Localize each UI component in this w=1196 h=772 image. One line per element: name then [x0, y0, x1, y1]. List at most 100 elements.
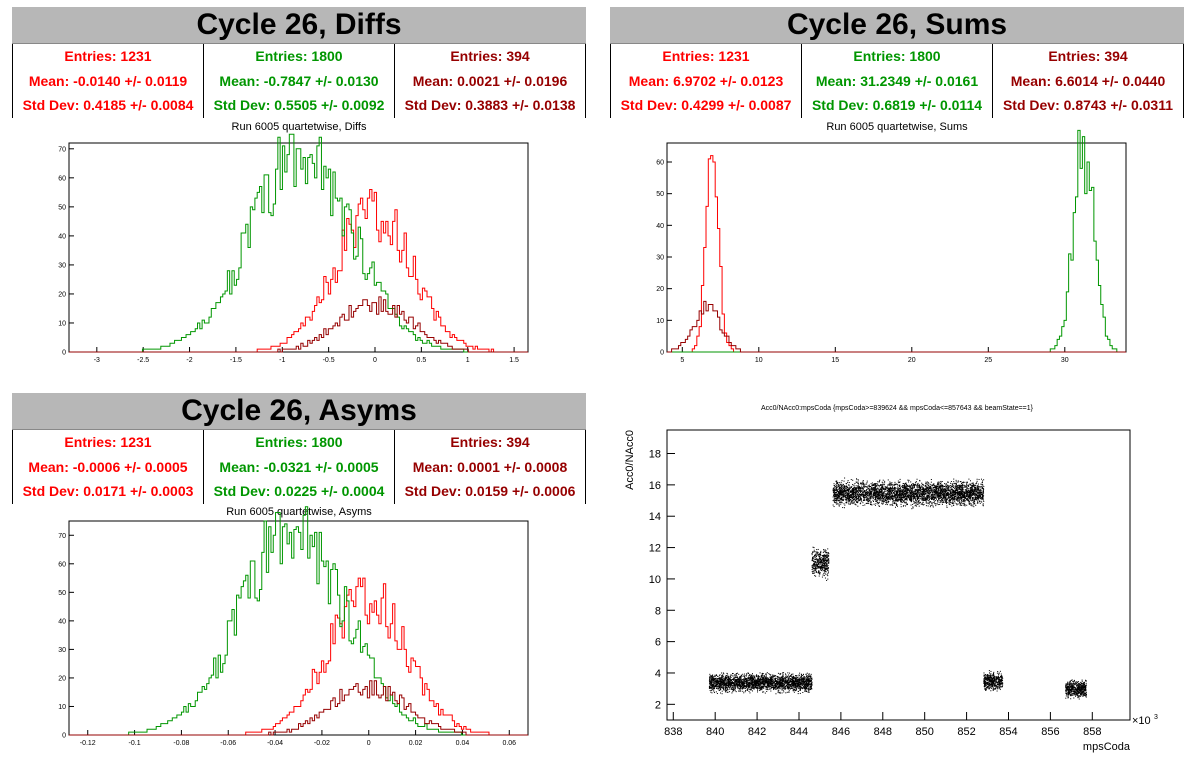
scatter-point: [815, 566, 817, 568]
scatter-point: [892, 484, 894, 486]
scatter-point: [781, 685, 783, 687]
scatter-point: [757, 678, 759, 680]
scatter-point: [711, 682, 713, 684]
scatter-point: [771, 678, 773, 680]
y-tick-label: 6: [655, 637, 661, 649]
scatter-point: [939, 489, 941, 491]
sums-subtitle: Run 6005 quartetwise, Sums: [826, 121, 968, 133]
scatter-point: [765, 681, 767, 683]
scatter-point: [721, 680, 723, 682]
scatter-point: [802, 678, 804, 680]
scatter-point: [752, 678, 754, 680]
scatter-point: [824, 555, 826, 557]
y-axis-label: Acc0/NAcc0: [624, 430, 636, 490]
scatter-point: [798, 682, 800, 684]
scatter-point: [807, 682, 809, 684]
scatter-point: [874, 499, 876, 501]
scatter-point: [889, 498, 891, 500]
plot-frame: [68, 142, 529, 353]
scatter-point: [805, 673, 807, 675]
scatter-point: [757, 681, 759, 683]
scatter-point: [856, 489, 858, 491]
scatter-point: [734, 688, 736, 690]
scatter-point: [816, 554, 818, 556]
scatter-point: [816, 567, 818, 569]
scatter-point: [731, 681, 733, 683]
scatter-point: [771, 676, 773, 678]
scatter-point: [900, 494, 902, 496]
scatter-point: [867, 491, 869, 493]
scatter-point: [811, 688, 813, 690]
scatter-point: [780, 673, 782, 675]
scatter-point: [927, 502, 929, 504]
scatter-point: [799, 692, 801, 694]
scatter-point: [727, 691, 729, 693]
scatter-point: [779, 677, 781, 679]
scatter-point: [796, 685, 798, 687]
scatter-point: [947, 497, 949, 499]
scatter-point: [977, 501, 979, 503]
scatter-point: [825, 568, 827, 570]
scatter-point: [882, 485, 884, 487]
scatter-point: [762, 685, 764, 687]
scatter-point: [804, 689, 806, 691]
scatter-point: [803, 687, 805, 689]
scatter-point: [827, 572, 829, 574]
scatter-point: [718, 681, 720, 683]
scatter-point: [788, 675, 790, 677]
scatter-point: [919, 502, 921, 504]
scatter-point: [815, 569, 817, 571]
scatter-point: [801, 687, 803, 689]
scatter-point: [902, 505, 904, 507]
scatter-point: [777, 678, 779, 680]
scatter-point: [734, 680, 736, 682]
scatter-point: [943, 501, 945, 503]
scatter-point: [807, 685, 809, 687]
scatter-point: [749, 684, 751, 686]
scatter-point: [784, 684, 786, 686]
scatter-point: [810, 684, 812, 686]
scatter-point: [983, 486, 985, 488]
scatter-point: [800, 680, 802, 682]
scatter-point: [964, 504, 966, 506]
scatter-point: [772, 688, 774, 690]
scatter-point: [792, 684, 794, 686]
scatter-point: [729, 688, 731, 690]
scatter-point: [788, 682, 790, 684]
asyms-histogram: -0.12 -0.1 -0.08 -0.06 -0.04 -0.02 0 0.02 0.04 0.…: [58, 506, 529, 747]
sums-stats-series1: Entries: 1800 Mean: 31.2349 +/- 0.0161 S…: [802, 44, 993, 118]
scatter-point: [766, 686, 768, 688]
scatter-point: [892, 488, 894, 490]
x-tick-label: -2.5: [137, 357, 149, 364]
scatter-point: [811, 678, 813, 680]
scatter-point: [734, 680, 736, 682]
scatter-point: [823, 560, 825, 562]
scatter-point: [804, 681, 806, 683]
scatter-point: [752, 681, 754, 683]
scatter-point: [815, 571, 817, 573]
scatter-point: [909, 485, 911, 487]
scatter-point: [968, 495, 970, 497]
scatter-point: [809, 683, 811, 685]
scatter-point: [728, 685, 730, 687]
scatter-point: [841, 497, 843, 499]
scatter-point: [754, 685, 756, 687]
scatter-point: [767, 681, 769, 683]
scatter-point: [792, 681, 794, 683]
scatter-point: [853, 502, 855, 504]
scatter-point: [929, 501, 931, 503]
scatter-point: [723, 689, 725, 691]
scatter-point: [729, 685, 731, 687]
scatter-point: [845, 498, 847, 500]
scatter-panel: Acc0/NAcc0:mpsCoda {mpsCoda>=839624 && m…: [598, 386, 1196, 772]
scatter-point: [818, 558, 820, 560]
scatter-point: [907, 503, 909, 505]
scatter-point: [732, 673, 734, 675]
scatter-point: [846, 502, 848, 504]
scatter-point: [935, 500, 937, 502]
scatter-point: [803, 687, 805, 689]
scatter-point: [824, 556, 826, 558]
scatter-point: [723, 684, 725, 686]
y-tick-label: 18: [649, 449, 661, 461]
scatter-point: [975, 487, 977, 489]
